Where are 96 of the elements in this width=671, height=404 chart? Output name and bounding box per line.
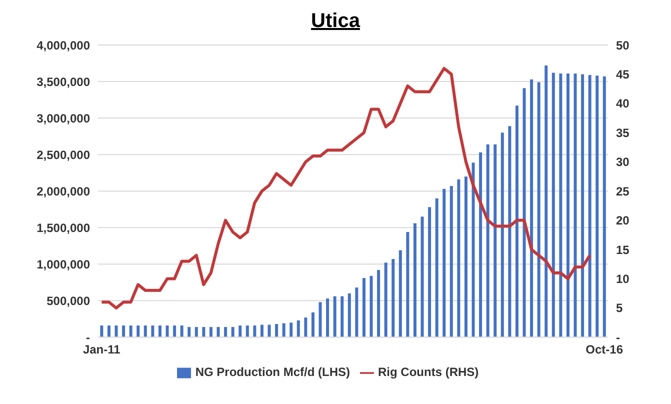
bar	[574, 73, 577, 338]
y-tick-label: 4,000,000	[36, 38, 90, 52]
bar	[362, 278, 366, 338]
bar	[537, 82, 540, 338]
bar	[472, 162, 475, 338]
y-tick-label: 2,500,000	[36, 148, 90, 162]
bar	[559, 73, 562, 338]
y2-tick-label: 15	[616, 242, 630, 257]
bar	[479, 152, 482, 338]
bar	[326, 298, 330, 338]
x-tick-label: Oct-16	[586, 342, 624, 357]
bar	[100, 325, 104, 338]
bar	[486, 144, 490, 338]
bar	[398, 250, 402, 338]
bar	[384, 262, 388, 338]
bar	[173, 325, 176, 338]
bar	[260, 324, 264, 338]
bar	[464, 176, 468, 338]
legend-label: NG Production Mcf/d (LHS)	[195, 365, 350, 380]
y2-tick-label: 25	[616, 184, 630, 198]
y-tick-label: 500,000	[46, 294, 90, 308]
bar	[552, 72, 555, 338]
y2-tick-label: 20	[616, 214, 630, 228]
bar	[602, 76, 606, 338]
bar	[188, 326, 191, 338]
line-series	[100, 66, 592, 310]
bar	[581, 74, 584, 338]
bar	[500, 132, 504, 338]
y-tick-label: 1,500,000	[36, 220, 90, 235]
bar	[114, 325, 118, 338]
bar	[304, 317, 308, 338]
y-tick-label: 2,000,000	[36, 184, 90, 198]
bar	[122, 325, 126, 338]
y2-tick-label: -	[616, 330, 620, 344]
y2-tick-label: 40	[616, 96, 630, 111]
bar	[282, 323, 286, 338]
bar	[136, 325, 140, 338]
bar	[348, 293, 351, 338]
y-tick-label: 3,500,000	[36, 74, 90, 89]
bar	[596, 76, 599, 338]
bar	[129, 325, 132, 338]
y-tick-label: 3,000,000	[36, 111, 90, 126]
bar	[442, 188, 446, 338]
bar	[428, 207, 432, 338]
y2-tick-label: 45	[616, 67, 630, 82]
bar	[268, 324, 271, 338]
bar	[231, 326, 234, 338]
bar	[238, 325, 242, 338]
bar	[107, 325, 110, 338]
bar	[311, 312, 314, 338]
bar	[522, 88, 526, 338]
bar	[144, 325, 147, 338]
bar	[508, 126, 512, 338]
bar	[370, 276, 373, 338]
bar	[180, 325, 184, 338]
bar	[340, 296, 344, 338]
bar	[216, 326, 220, 338]
bar	[588, 74, 592, 338]
chart-title: Utica	[310, 10, 362, 33]
bar	[494, 144, 497, 338]
x-tick-label: Jan-11	[82, 342, 121, 357]
y2-tick-label: 35	[616, 126, 630, 140]
bar	[406, 232, 410, 338]
bar	[290, 322, 293, 338]
bar	[392, 259, 395, 338]
bar	[450, 186, 453, 338]
bar	[296, 320, 300, 338]
bar	[209, 326, 212, 338]
bar	[530, 79, 534, 338]
bar	[457, 179, 460, 338]
bar	[413, 223, 416, 338]
bar	[194, 326, 198, 338]
bar	[355, 288, 358, 338]
bar	[202, 326, 206, 338]
bar	[253, 325, 256, 338]
bar	[435, 198, 438, 338]
bar	[246, 325, 249, 338]
bar	[566, 73, 570, 338]
bar	[333, 296, 336, 338]
bar	[515, 106, 518, 338]
bar	[318, 302, 322, 338]
bar	[166, 325, 169, 338]
bar	[420, 216, 424, 338]
y2-tick-label: 10	[616, 272, 630, 286]
y-tick-label: 1,000,000	[36, 257, 90, 272]
bar	[224, 326, 228, 338]
legend-label: Rig Counts (RHS)	[378, 365, 479, 380]
y2-tick-label: 30	[616, 155, 630, 170]
bar	[158, 325, 162, 338]
bar	[151, 325, 154, 338]
y2-tick-label: 50	[616, 38, 630, 52]
y-tick-label: -	[86, 330, 90, 344]
bar	[377, 270, 380, 338]
y2-tick-label: 5	[616, 301, 623, 316]
bar	[544, 65, 548, 338]
bar	[275, 324, 278, 338]
